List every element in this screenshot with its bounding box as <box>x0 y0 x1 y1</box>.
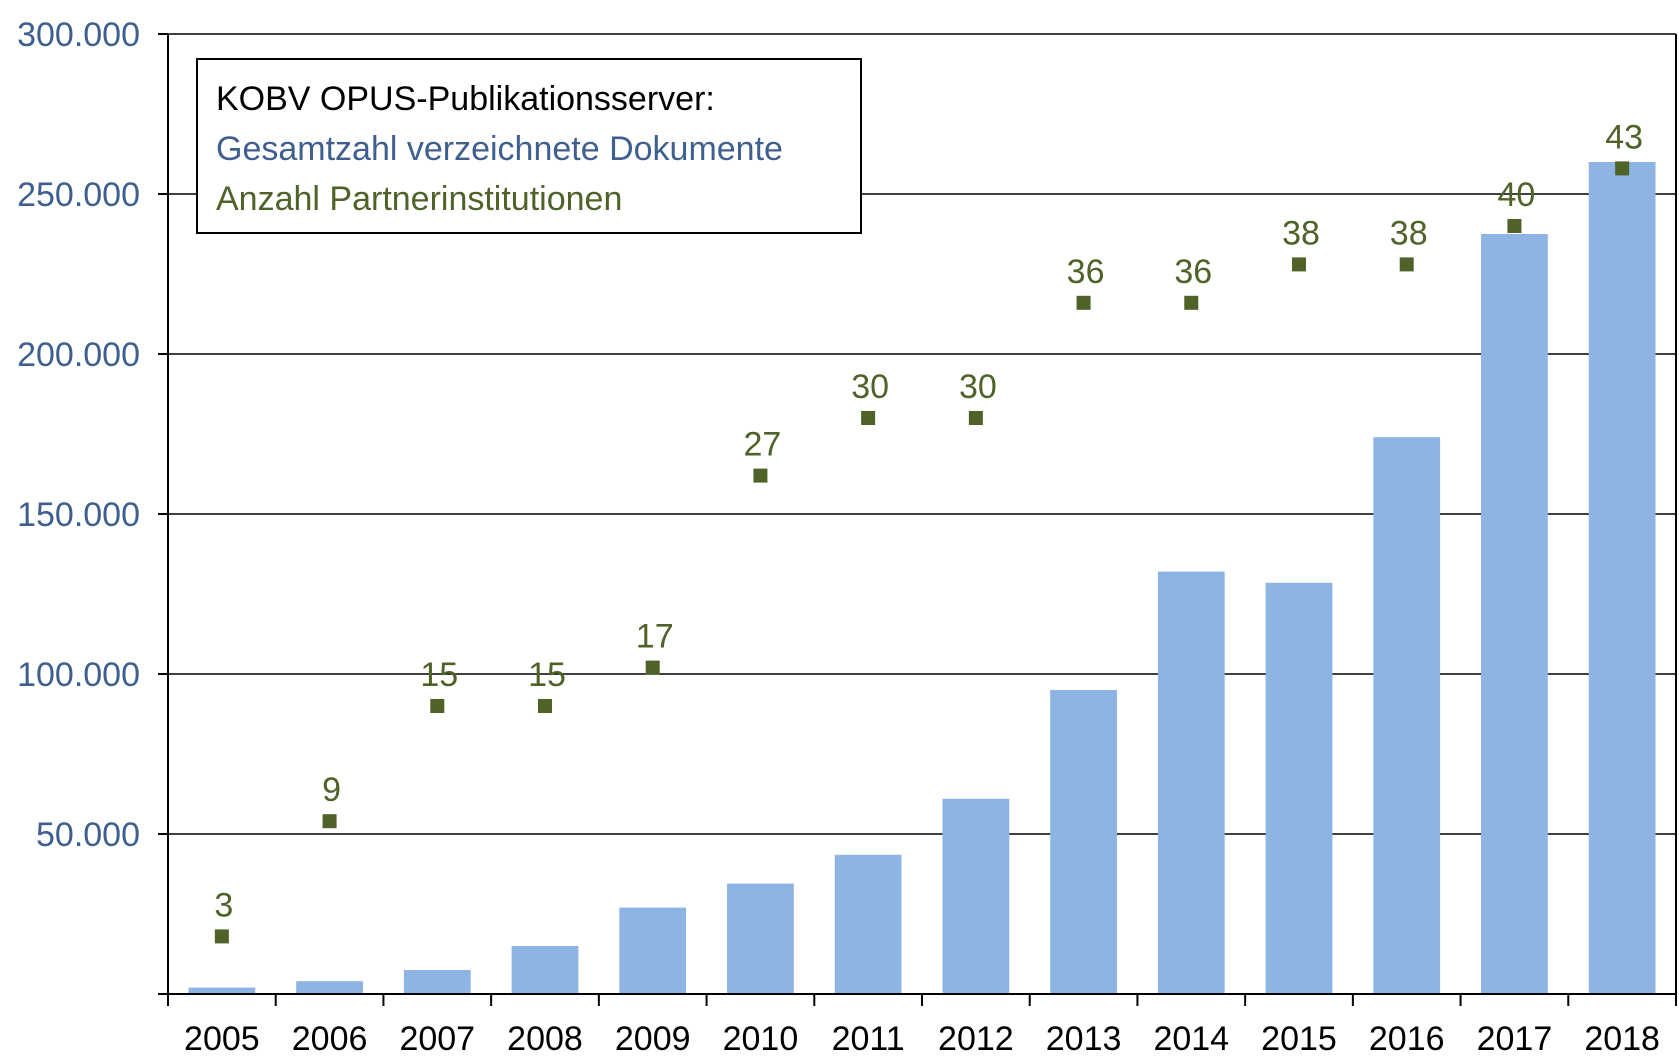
bar-2009 <box>619 907 687 994</box>
point-2005 <box>214 929 229 944</box>
bar-2007 <box>403 970 471 994</box>
bar-2016 <box>1373 437 1441 994</box>
x-tick-label: 2018 <box>1584 1020 1660 1058</box>
point-2017 <box>1507 219 1522 233</box>
bar-2015 <box>1265 582 1333 994</box>
x-tick-label: 2007 <box>399 1020 475 1058</box>
point-label: 15 <box>420 656 458 694</box>
x-tick-label: 2011 <box>832 1020 905 1058</box>
x-tick-label: 2012 <box>938 1020 1014 1058</box>
x-tick-label: 2017 <box>1477 1020 1553 1058</box>
x-tick-label: 2005 <box>184 1020 260 1058</box>
point-label: 36 <box>1174 253 1212 291</box>
bars <box>188 162 1656 994</box>
point-2007 <box>430 699 445 713</box>
bar-2012 <box>942 798 1010 994</box>
x-tick-label: 2006 <box>292 1020 368 1058</box>
y-tick-label: 200.000 <box>17 336 140 374</box>
point-label: 27 <box>744 426 782 464</box>
point-2008 <box>538 699 552 713</box>
x-tick-label: 2010 <box>723 1020 799 1058</box>
legend-entry-institutions: Anzahl Partnerinstitutionen <box>216 180 623 218</box>
point-label: 36 <box>1067 253 1105 291</box>
point-2011 <box>861 411 876 425</box>
point-2006 <box>322 814 337 829</box>
bar-2010 <box>727 883 794 994</box>
legend: KOBV OPUS-Publikationsserver: Gesamtzahl… <box>196 58 862 234</box>
y-tick-label: 50.000 <box>36 816 140 854</box>
point-label: 17 <box>636 618 674 656</box>
point-2010 <box>753 468 768 483</box>
y-tick-labels: 50.000 100.000 150.000 200.000 250.000 300.00… <box>17 16 140 854</box>
legend-entry-documents: Gesamtzahl verzeichnete Dokumente <box>216 130 783 168</box>
y-tick-label: 300.000 <box>17 16 140 54</box>
point-2014 <box>1184 295 1199 310</box>
x-tick-label: 2013 <box>1046 1020 1122 1058</box>
point-label: 38 <box>1282 214 1320 252</box>
bar-2011 <box>834 854 902 994</box>
point-label: 30 <box>851 368 889 406</box>
x-tick-label: 2014 <box>1153 1020 1229 1058</box>
point-label: 40 <box>1498 176 1536 214</box>
x-tick-labels: 2005 2006 2007 2008 2009 2010 2011 2012 2013 2014… <box>184 1020 1660 1058</box>
point-2009 <box>645 660 660 675</box>
x-tick-label: 2008 <box>507 1020 583 1058</box>
point-label: 15 <box>528 656 566 694</box>
points: 3 9 15 15 17 27 30 30 36 36 38 38 40 43 <box>214 118 1643 944</box>
point-label: 3 <box>214 886 233 924</box>
chart-title: KOBV OPUS-Publikationsserver: <box>216 80 715 118</box>
y-tick-label: 250.000 <box>17 176 140 214</box>
x-tick-label: 2016 <box>1369 1020 1445 1058</box>
bar-2013 <box>1050 690 1117 994</box>
x-tick-label: 2015 <box>1261 1020 1337 1058</box>
bar-2017 <box>1481 234 1548 994</box>
point-2015 <box>1292 257 1306 272</box>
point-label: 30 <box>959 368 997 406</box>
bar-2006 <box>296 981 363 994</box>
bar-2018 <box>1588 162 1656 994</box>
x-tick-label: 2009 <box>615 1020 691 1058</box>
point-2012 <box>968 411 983 425</box>
y-tick-label: 150.000 <box>17 496 140 534</box>
point-2018 <box>1615 161 1630 176</box>
bar-2014 <box>1157 571 1225 994</box>
point-label: 9 <box>322 771 341 809</box>
y-tick-label: 100.000 <box>17 656 140 694</box>
axes <box>158 33 1677 1006</box>
point-2013 <box>1076 295 1091 310</box>
point-2016 <box>1399 257 1414 272</box>
bar-2005 <box>188 987 256 994</box>
point-label: 43 <box>1605 118 1643 156</box>
point-label: 38 <box>1390 214 1428 252</box>
bar-2008 <box>511 946 579 994</box>
